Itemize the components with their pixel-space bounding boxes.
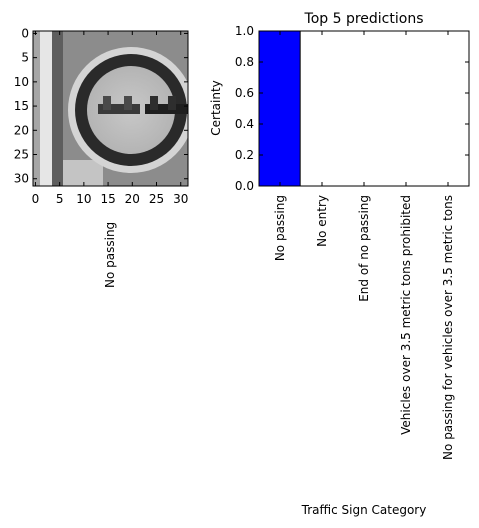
image-x-tick-label: 20 [125, 192, 140, 206]
image-x-tick-label: 30 [173, 192, 188, 206]
image-x-tick-label: 25 [149, 192, 164, 206]
image-y-tick-label: 30 [14, 172, 29, 186]
image-y-tick-label: 20 [14, 123, 29, 137]
sign-image [33, 31, 188, 186]
bar-chart: Top 5 predictions Certainty 0.0 0.2 0.4 0.6… [209, 11, 470, 517]
chart-y-ticks: 0.0 0.2 0.4 0.6 0.8 1.0 [235, 24, 469, 193]
chart-y-tick-label: 0.6 [235, 86, 254, 100]
chart-x-tick-label: No entry [315, 195, 329, 247]
chart-title: Top 5 predictions [304, 11, 424, 27]
chart-x-tick-label: Vehicles over 3.5 metric tons prohibited [399, 195, 413, 435]
image-x-tick-label: 0 [32, 192, 40, 206]
chart-ylabel: Certainty [209, 80, 223, 136]
chart-y-tick-label: 0.0 [235, 179, 254, 193]
bars [258, 30, 469, 187]
image-panel: 0 5 10 15 20 25 30 0 5 10 15 20 25 30 No passing [14, 26, 189, 288]
chart-y-tick-label: 0.2 [235, 148, 254, 162]
image-y-ticks: 0 5 10 15 20 25 30 [14, 26, 188, 186]
chart-x-tick-label: No passing for vehicles over 3.5 metric … [441, 195, 455, 460]
image-x-tick-label: 5 [56, 192, 64, 206]
bar-0 [258, 30, 301, 187]
image-y-tick-label: 10 [14, 75, 29, 89]
chart-xlabel: Traffic Sign Category [301, 503, 427, 517]
image-y-tick-label: 25 [14, 148, 29, 162]
chart-x-ticks: No passing No entry End of no passing Vehic… [273, 31, 455, 460]
image-x-tick-label: 15 [100, 192, 115, 206]
image-x-ticks: 0 5 10 15 20 25 30 [32, 31, 188, 206]
chart-y-tick-label: 0.8 [235, 55, 254, 69]
image-y-tick-label: 0 [21, 26, 29, 40]
image-xlabel: No passing [103, 222, 117, 288]
image-y-tick-label: 5 [21, 51, 29, 65]
chart-x-tick-label: End of no passing [357, 195, 371, 302]
chart-y-tick-label: 0.4 [235, 117, 254, 131]
image-x-tick-label: 10 [76, 192, 91, 206]
chart-x-tick-label: No passing [273, 195, 287, 261]
chart-y-tick-label: 1.0 [235, 24, 254, 38]
image-y-tick-label: 15 [14, 99, 29, 113]
